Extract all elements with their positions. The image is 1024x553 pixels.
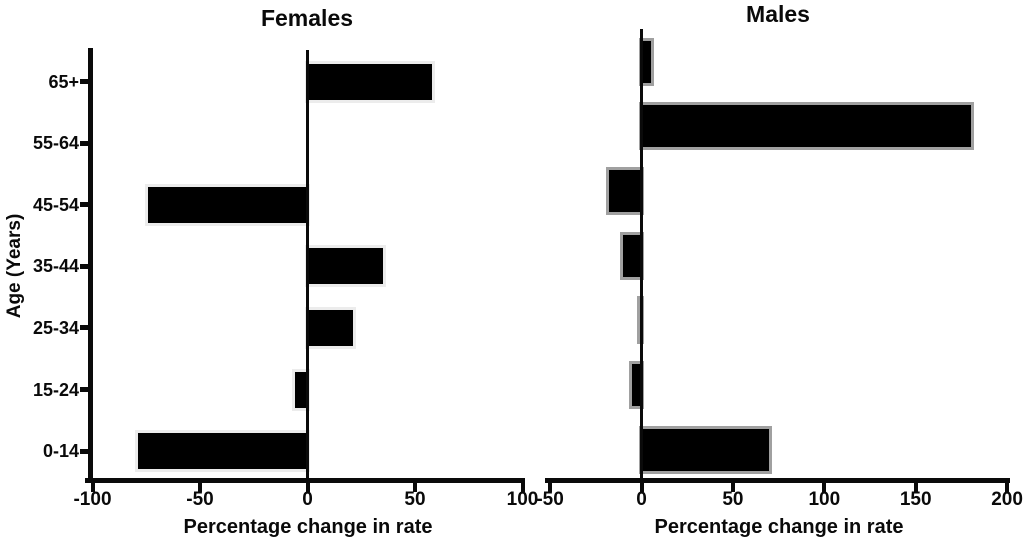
x-tick-label-females: -100	[73, 489, 112, 510]
bar-males-0-14	[638, 425, 773, 474]
y-tick	[80, 263, 88, 269]
x-tick-females	[413, 483, 417, 492]
y-tick	[80, 387, 88, 392]
y-axis-spine	[88, 48, 93, 483]
bar-males-35-44	[620, 231, 645, 280]
x-tick-label-males: 50	[722, 489, 744, 510]
zero-line-males	[639, 29, 644, 478]
bar-females-25-34	[304, 306, 356, 349]
bar-females-45-54	[145, 183, 311, 226]
y-tick	[80, 140, 88, 146]
category-label-25-34: 25-34	[32, 317, 79, 338]
x-tick-males	[548, 483, 553, 492]
x-tick-females	[305, 483, 310, 492]
x-tick-label-males: 100	[808, 489, 841, 510]
y-tick	[80, 202, 88, 208]
category-label-45-54: 45-54	[32, 194, 79, 215]
x-tick-males	[639, 483, 644, 492]
x-tick-label-females: -50	[186, 489, 214, 510]
x-tick-label-males: 150	[899, 489, 932, 510]
chart-title-males: Males	[746, 1, 810, 27]
y-tick	[80, 325, 88, 331]
x-tick-label-females: 50	[404, 489, 426, 510]
x-tick-males	[1005, 483, 1010, 492]
category-label-65+: 65+	[48, 71, 79, 92]
x-tick-males	[822, 483, 827, 492]
category-label-15-24: 15-24	[32, 379, 79, 400]
x-tick-label-females: 0	[302, 489, 313, 510]
x-tick-label-males: 0	[636, 489, 647, 510]
x-tick-females	[520, 483, 525, 492]
bar-females-15-24	[291, 368, 311, 411]
x-axis-label-females: Percentage change in rate	[183, 516, 433, 538]
bar-females-65+	[304, 60, 436, 103]
category-label-0-14: 0-14	[42, 441, 79, 462]
x-tick-label-females: 100	[506, 489, 539, 510]
x-tick-females	[90, 483, 95, 492]
bar-females-0-14	[134, 430, 311, 473]
y-tick	[80, 448, 88, 454]
x-axis-line-females	[85, 478, 525, 483]
bar-females-35-44	[304, 245, 386, 288]
y-tick	[80, 79, 88, 84]
x-axis-label-males: Percentage change in rate	[654, 516, 904, 538]
category-label-55-64: 55-64	[32, 133, 79, 154]
x-tick-males	[913, 483, 918, 492]
x-tick-label-males: 200	[991, 489, 1023, 510]
category-label-35-44: 35-44	[32, 256, 79, 277]
bar-males-55-64	[638, 102, 974, 151]
x-tick-males	[730, 483, 735, 492]
x-axis-line-males	[545, 478, 1010, 483]
zero-line-females	[305, 50, 310, 478]
bar-males-15-24	[629, 361, 645, 409]
x-tick-label-males: -50	[536, 489, 564, 510]
chart-title-females: Females	[260, 5, 354, 31]
x-tick-females	[198, 483, 202, 492]
bar-males-65+	[638, 37, 654, 86]
bar-males-45-54	[605, 166, 645, 215]
